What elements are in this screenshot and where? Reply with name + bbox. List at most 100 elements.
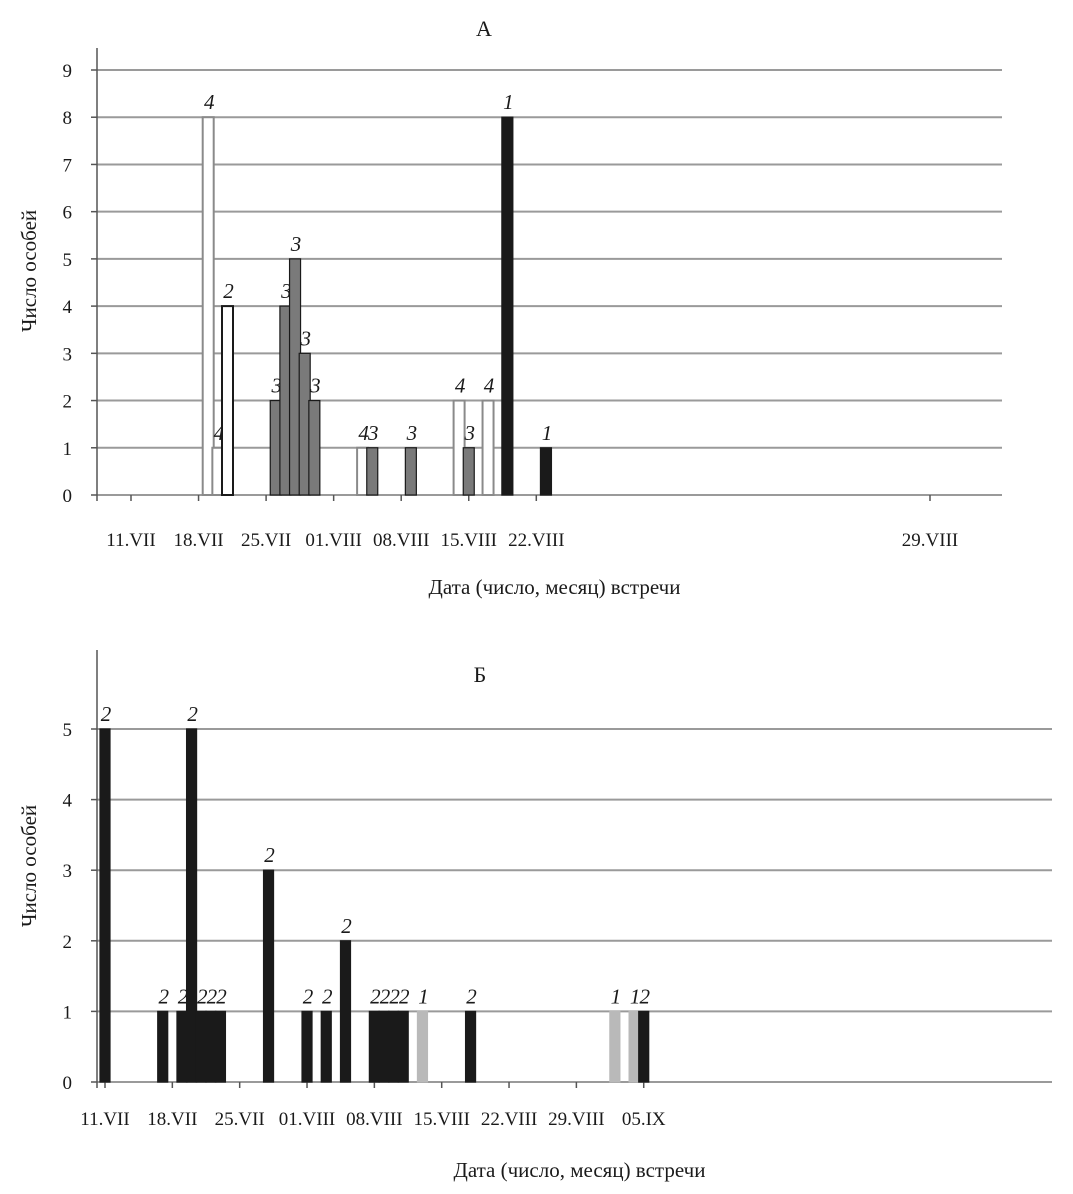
bar-group-label: 3 [464,421,476,445]
bar-group-label: 3 [367,421,379,445]
y-tick-label: 3 [63,344,73,365]
bar-group-label: 4 [358,421,369,445]
bar-group-label: 2 [341,914,352,938]
y-tick-label: 5 [63,250,73,271]
y-tick-label: 0 [63,1073,73,1094]
y-axis-label: Число особей [17,805,41,927]
bar-group-label: 2 [187,702,198,726]
bar-group-label: 4 [484,374,495,398]
bar-group-label: 2 [322,984,333,1008]
y-tick-label: 4 [63,297,73,318]
bar-group-label: 2 [207,984,218,1008]
bar-group-label: 3 [309,374,321,398]
bar-group-label: 2 [380,984,391,1008]
y-tick-label: 7 [63,155,73,176]
bar [368,1010,380,1083]
bar-group-label: 2 [399,984,410,1008]
chart-title: А [476,16,492,41]
bar-group-label: 2 [223,279,234,303]
y-tick-label: 9 [63,61,73,82]
y-tick-label: 1 [63,1002,73,1023]
x-axis-label: Дата (число, месяц) встречи [454,1158,706,1182]
y-tick-label: 8 [63,108,73,129]
bar [628,1010,640,1083]
bar [205,1010,217,1083]
x-tick-label: 01.VIII [305,530,361,551]
bar [366,447,379,496]
bar-group-label: 2 [389,984,400,1008]
y-tick-label: 5 [63,720,73,741]
x-tick-label: 15.VIII [441,530,497,551]
y-tick-label: 4 [63,791,73,812]
bar-group-label: 3 [406,421,418,445]
x-tick-label: 11.VII [80,1109,129,1130]
bar-group-label: 2 [303,984,314,1008]
x-tick-label: 15.VIII [413,1109,469,1130]
x-tick-label: 29.VIII [902,530,958,551]
bar-group-label: 1 [542,421,553,445]
bar-group-label: 4 [204,90,215,114]
bar [176,1010,188,1083]
bar [404,447,417,496]
bar [157,1010,169,1083]
bar-group-label: 3 [280,279,292,303]
y-tick-label: 2 [63,932,73,953]
bar-group-label: 1 [630,984,641,1008]
bar [416,1010,429,1083]
x-tick-label: 18.VII [147,1109,197,1130]
bar-group-label: 2 [197,984,208,1008]
bar-group-label: 2 [216,984,227,1008]
y-tick-label: 2 [63,392,73,413]
bar-group-label: 4 [214,421,225,445]
bar [539,447,553,496]
bar-group-label: 3 [299,326,311,350]
bar-group-label: 2 [264,843,275,867]
x-tick-label: 25.VII [241,530,291,551]
bar-group-label: 3 [271,374,283,398]
bar [99,728,111,1083]
y-tick-label: 1 [63,439,73,460]
bar [464,1010,477,1083]
bar [378,1010,390,1083]
y-tick-label: 6 [63,203,73,224]
bar [609,1010,621,1083]
x-tick-label: 05.IX [622,1109,666,1130]
bar-group-label: 2 [158,984,169,1008]
bar-group-label: 1 [611,984,622,1008]
x-tick-label: 11.VII [106,530,155,551]
bar [320,1010,332,1083]
bar [214,1010,227,1083]
bar-group-label: 2 [370,984,381,1008]
bar-group-label: 4 [455,374,466,398]
bar [638,1010,650,1083]
x-tick-label: 22.VIII [508,530,564,551]
bar-group-label: 2 [101,702,112,726]
x-tick-label: 25.VII [215,1109,265,1130]
bar [388,1010,400,1083]
chart-title: Б [474,662,487,687]
x-tick-label: 08.VIII [373,530,429,551]
bar-group-label: 2 [639,984,650,1008]
bar [262,869,275,1083]
bar-group-label: 2 [178,984,189,1008]
x-tick-label: 08.VIII [346,1109,402,1130]
x-axis-label: Дата (число, месяц) встречи [429,575,681,599]
x-tick-label: 18.VII [173,530,223,551]
bar [301,1010,313,1083]
bar [195,1010,207,1083]
bar-group-label: 3 [290,232,302,256]
bar [221,305,234,496]
bar [185,728,198,1083]
bar-group-label: 1 [418,984,429,1008]
bar [481,399,495,496]
y-tick-label: 3 [63,861,73,882]
bar [501,116,514,496]
x-tick-label: 22.VIII [481,1109,537,1130]
bar [339,940,352,1083]
bar-group-label: 1 [503,90,514,114]
y-axis-label: Число особей [17,210,41,332]
y-tick-label: 0 [63,486,73,507]
bar [201,116,215,496]
